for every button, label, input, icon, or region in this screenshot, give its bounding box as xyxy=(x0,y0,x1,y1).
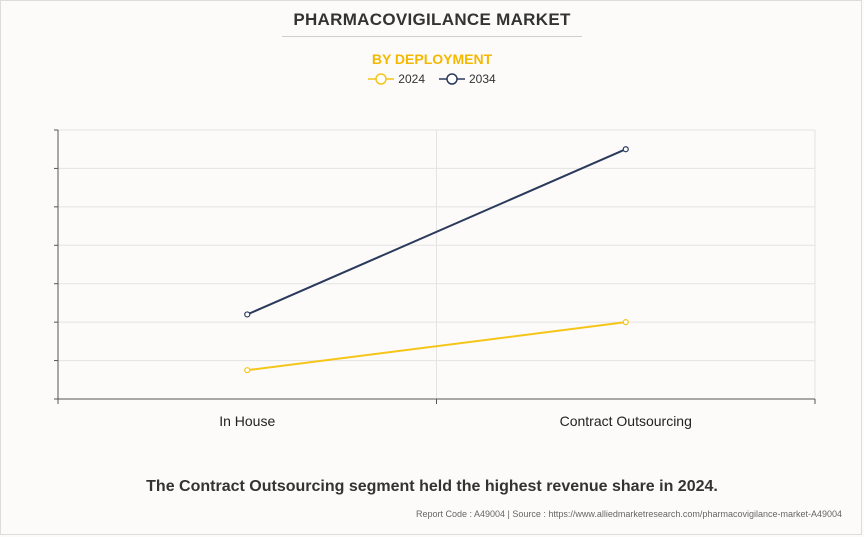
title-divider xyxy=(282,36,582,37)
chart-subtitle: BY DEPLOYMENT xyxy=(371,51,493,67)
data-point-2024-0 xyxy=(244,367,251,374)
chart-title: PHARMACOVIGILANCE MARKET xyxy=(293,10,571,29)
x-tick-label-in-house: In House xyxy=(219,413,275,429)
legend-marker-2024-icon xyxy=(368,73,395,85)
legend-item-2024[interactable]: 2024 xyxy=(368,72,425,86)
source-footer: Report Code : A49004 | Source : https://… xyxy=(415,509,842,519)
chart-caption: The Contract Outsourcing segment held th… xyxy=(146,478,718,495)
series-line-2024 xyxy=(247,321,626,372)
legend-label-2024: 2024 xyxy=(398,72,425,86)
data-point-2034-1 xyxy=(622,146,629,153)
grid-lines xyxy=(58,129,816,399)
x-tick-label-contract-outsourcing: Contract Outsourcing xyxy=(560,413,692,429)
line-chart: In House Contract Outsourcing xyxy=(54,129,816,429)
series-group xyxy=(244,146,629,374)
x-axis-labels: In House Contract Outsourcing xyxy=(219,413,692,429)
axes xyxy=(54,129,816,404)
legend-label-2034: 2034 xyxy=(469,72,496,86)
data-point-2024-1 xyxy=(622,319,629,326)
legend: 2024 2034 xyxy=(0,72,864,86)
legend-marker-2034-icon xyxy=(439,73,465,85)
series-line-2034 xyxy=(246,148,627,316)
legend-item-2034[interactable]: 2034 xyxy=(439,72,496,86)
data-point-2034-0 xyxy=(244,311,251,318)
